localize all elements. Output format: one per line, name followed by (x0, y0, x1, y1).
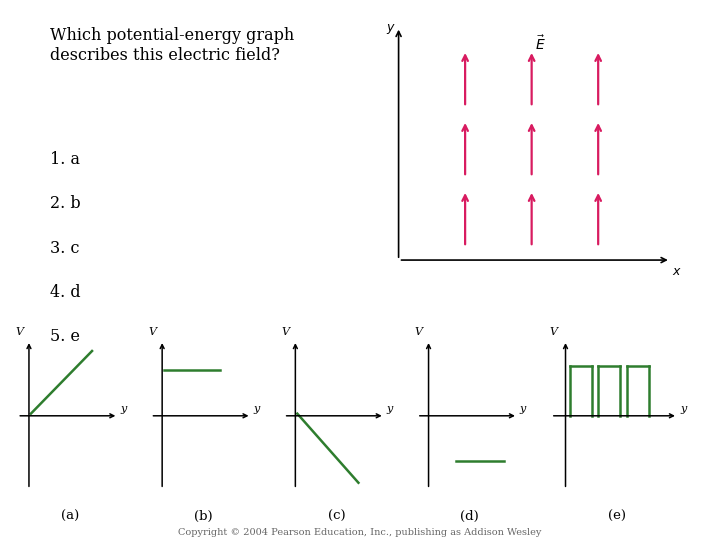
Text: y: y (120, 403, 127, 414)
Text: 4. d: 4. d (50, 284, 81, 301)
Text: $\vec{E}$: $\vec{E}$ (536, 35, 546, 53)
Text: V: V (15, 327, 23, 337)
Text: V: V (148, 327, 156, 337)
Text: (b): (b) (194, 510, 212, 523)
Text: V: V (282, 327, 289, 337)
Text: $y$: $y$ (386, 22, 395, 36)
Text: Which potential-energy graph
describes this electric field?: Which potential-energy graph describes t… (50, 27, 294, 64)
Text: (d): (d) (460, 510, 480, 523)
Text: (a): (a) (61, 510, 79, 523)
Text: 5. e: 5. e (50, 328, 81, 345)
Text: y: y (520, 403, 526, 414)
Text: 3. c: 3. c (50, 240, 80, 256)
Text: V: V (415, 327, 423, 337)
Text: 1. a: 1. a (50, 151, 81, 168)
Text: $x$: $x$ (672, 265, 682, 278)
Text: y: y (387, 403, 393, 414)
Text: y: y (253, 403, 260, 414)
Text: Copyright © 2004 Pearson Education, Inc., publishing as Addison Wesley: Copyright © 2004 Pearson Education, Inc.… (179, 528, 541, 537)
Text: 2. b: 2. b (50, 195, 81, 212)
Text: (c): (c) (328, 510, 346, 523)
Text: y: y (680, 403, 687, 414)
Text: V: V (549, 327, 557, 337)
Text: (e): (e) (608, 510, 626, 523)
